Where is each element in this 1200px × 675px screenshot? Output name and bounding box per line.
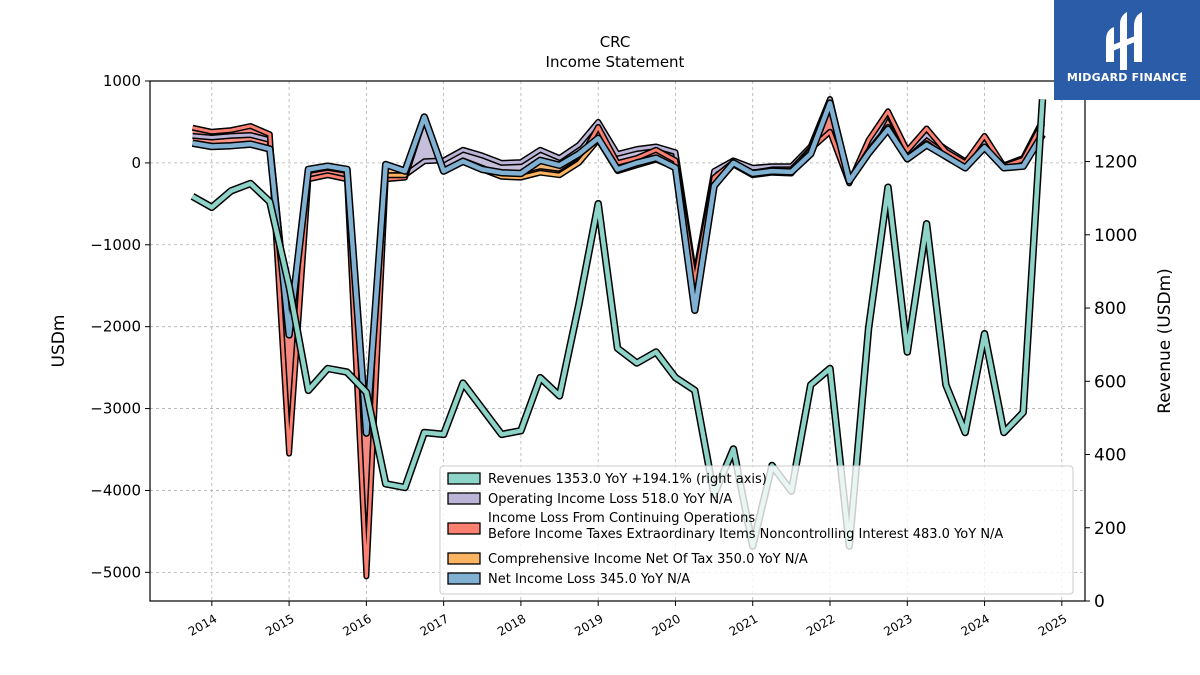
brand-logo: MIDGARD FINANCE [1054,0,1200,100]
y-axis-label-right: Revenue (USDm) [1155,268,1175,414]
legend-swatch [447,552,481,565]
series-line-0 [191,99,1045,549]
legend-label: Operating Income Loss 518.0 YoY N/A [488,492,732,507]
series-line-4 [192,100,1045,436]
y-tick-label-right: 400 [1094,446,1126,466]
y-tick-label-right: 0 [1094,592,1105,612]
y-tick-label-right: 1000 [1094,226,1137,246]
x-tick-label: 2020 [650,611,683,638]
y-tick-label-right: 1200 [1094,153,1137,173]
x-tick-label: 2021 [727,611,760,638]
y-tick-label-left: −1000 [90,236,141,254]
y-tick-label-right: 600 [1094,372,1126,392]
legend-label: Income Loss From Continuing Operations [488,511,755,526]
chart-subtitle: Income Statement [546,53,685,71]
chart-title: CRC [600,33,631,51]
legend: Revenues 1353.0 YoY +194.1% (right axis)… [439,465,1074,595]
logo-mark-icon [1106,12,1142,70]
x-tick-label: 2017 [418,611,451,638]
y-tick-label-left: −4000 [90,481,141,499]
y-tick-label-left: 0 [131,154,141,172]
plot-frame [149,80,1086,602]
y-tick-label-left: −3000 [90,400,141,418]
x-tick-label: 2015 [263,611,296,638]
series-lines [190,96,1047,580]
legend-swatch [447,492,481,505]
legend-label: Comprehensive Income Net Of Tax 350.0 Yo… [488,552,808,567]
logo-brand-name: MIDGARD FINANCE [1066,71,1188,84]
x-tick-label: 2019 [572,611,605,638]
y-axis-label-left: USDm [49,315,69,368]
x-tick-label: 2016 [340,611,373,638]
legend-swatch [447,522,481,535]
y-tick-label-left: −2000 [90,318,141,336]
y-tick-label-right: 200 [1094,519,1126,539]
x-tick-label: 2018 [495,611,528,638]
y-tick-label-left: 1000 [103,72,141,90]
legend-label: Net Income Loss 345.0 YoY N/A [488,572,690,587]
legend-swatch [447,572,481,585]
x-tick-label: 2022 [804,611,837,638]
y-tick-label-right: 800 [1094,299,1126,319]
y-tick-label-left: −5000 [90,563,141,581]
x-tick-label: 2025 [1036,611,1069,638]
legend-box [439,465,1074,595]
x-tick-label: 2023 [881,611,914,638]
legend-label: Before Income Taxes Extraordinary Items … [488,527,1003,542]
legend-label: Revenues 1353.0 YoY +194.1% (right axis) [488,472,767,487]
x-tick-label: 2014 [186,611,219,638]
x-tick-label: 2024 [959,611,992,638]
legend-swatch [447,472,481,485]
